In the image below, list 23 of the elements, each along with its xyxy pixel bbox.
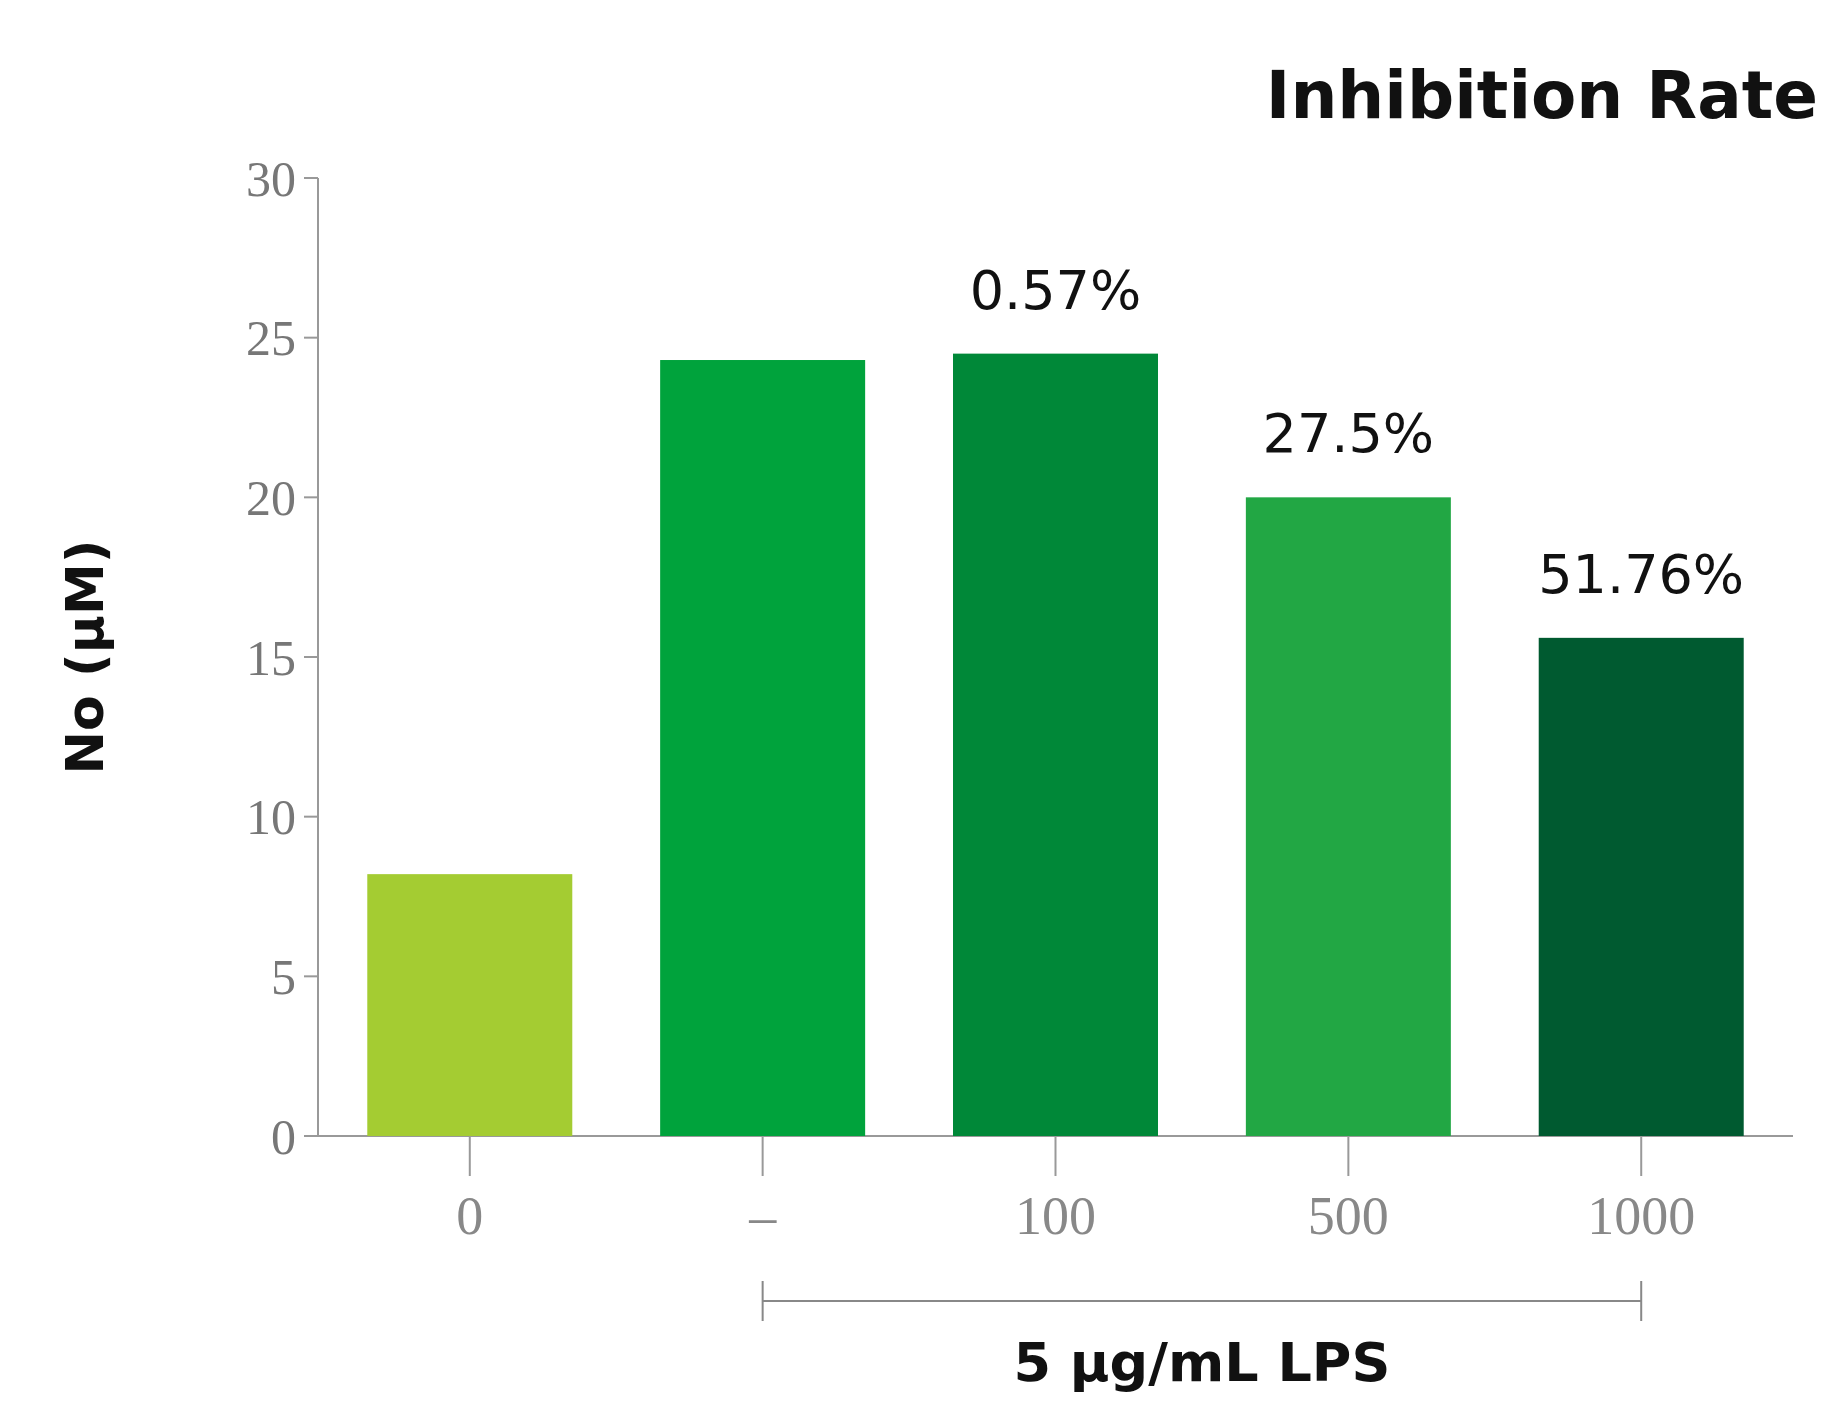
y-tick-label: 15 xyxy=(246,629,296,686)
annotation: 51.76% xyxy=(1538,542,1745,606)
y-tick-label: 30 xyxy=(246,150,296,207)
y-tick-label: 25 xyxy=(246,310,296,367)
text: 5 μg/mL LPS xyxy=(1013,1331,1391,1394)
y-tick-label: 10 xyxy=(246,789,296,846)
bar xyxy=(367,874,573,1136)
bar xyxy=(1245,497,1451,1136)
x-tick-label: 100 xyxy=(1015,1186,1096,1246)
x-tick-label: 500 xyxy=(1307,1186,1389,1246)
bar xyxy=(953,353,1158,1136)
x-tick-label: 0 xyxy=(456,1186,484,1246)
x-tick-label: 1000 xyxy=(1587,1186,1696,1246)
bar xyxy=(660,360,866,1136)
chart-title: Inhibition Rate xyxy=(1265,57,1818,134)
y-tick-label: 5 xyxy=(271,948,296,1005)
annotation: 27.5% xyxy=(1262,402,1435,466)
annotation: 0.57% xyxy=(969,258,1142,322)
bar xyxy=(1538,637,1744,1136)
y-tick-label: 0 xyxy=(271,1108,296,1165)
x-tick-label: – xyxy=(748,1186,778,1246)
y-tick-label: 20 xyxy=(246,469,296,526)
y-axis-title: No (μM) xyxy=(55,539,115,775)
